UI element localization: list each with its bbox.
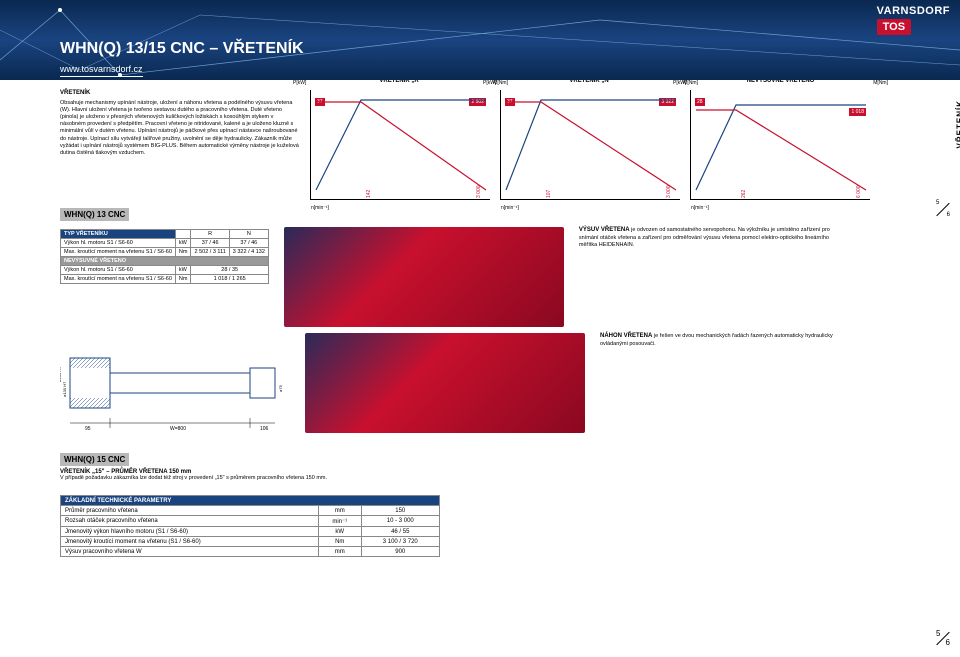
- vysuv-text: VÝSUV VŘETENA je odvozen od samostatného…: [579, 227, 839, 249]
- machine-photo-1: [284, 227, 564, 327]
- brand-sub: TOS: [877, 19, 911, 35]
- nahon-text: NÁHON VŘETENA je řešen ve dvou mechanick…: [600, 333, 860, 348]
- params-table: ZÁKLADNÍ TECHNICKÉ PARAMETRY Průměr prac…: [60, 495, 440, 557]
- whnq13-table: TYP VŘETENÍKURN Výkon hl. motoru S1 / S6…: [60, 229, 269, 284]
- whnq13-heading: WHN(Q) 13 CNC: [60, 208, 129, 221]
- side-page-bottom: 56: [934, 629, 952, 649]
- chart-n: VŘETENÍK „N" P[kW] M[Nm] 37 3 322 n[min⁻…: [500, 90, 680, 200]
- intro-text: VŘETENÍK Obsahuje mechanismy upínání nás…: [60, 90, 300, 200]
- svg-text:ø200 H7: ø200 H7: [60, 366, 62, 382]
- svg-text:ø75: ø75: [278, 384, 283, 392]
- side-tab-label: VŘETENÍK: [955, 100, 960, 148]
- page-title-block: WHN(Q) 13/15 CNC – VŘETENÍK www.tosvarns…: [60, 40, 304, 77]
- whnq15-note-body: V případě požadavku zákazníka lze dodat …: [60, 475, 940, 481]
- svg-text:106: 106: [260, 426, 269, 432]
- page-title: WHN(Q) 13/15 CNC – VŘETENÍK: [60, 40, 304, 58]
- page-url: www.tosvarnsdorf.cz: [60, 64, 143, 77]
- whnq15-heading: WHN(Q) 15 CNC: [60, 453, 129, 466]
- svg-text:ø130 H7: ø130 H7: [62, 381, 67, 397]
- intro-heading: VŘETENÍK: [60, 90, 300, 98]
- svg-text:95: 95: [85, 426, 91, 432]
- svg-text:W=800: W=800: [170, 426, 186, 432]
- spindle-diagram: 95 W=800 106 ø200 H7 ø130 H7 ø75: [60, 333, 290, 433]
- chart-r: VŘETENÍK „R" P[kW] M[Nm] 37 2 502 n[min⁻…: [310, 90, 490, 200]
- brand-logo: VARNSDORF TOS: [877, 5, 950, 35]
- chart-nevysuvne: NEVÝSUVNÉ VŘETENO P[kW] M[Nm] 28 1 018 n…: [690, 90, 870, 200]
- machine-photo-2: [305, 333, 585, 433]
- brand-name: VARNSDORF: [877, 5, 950, 17]
- intro-body: Obsahuje mechanismy upínání nástroje, ul…: [60, 100, 300, 157]
